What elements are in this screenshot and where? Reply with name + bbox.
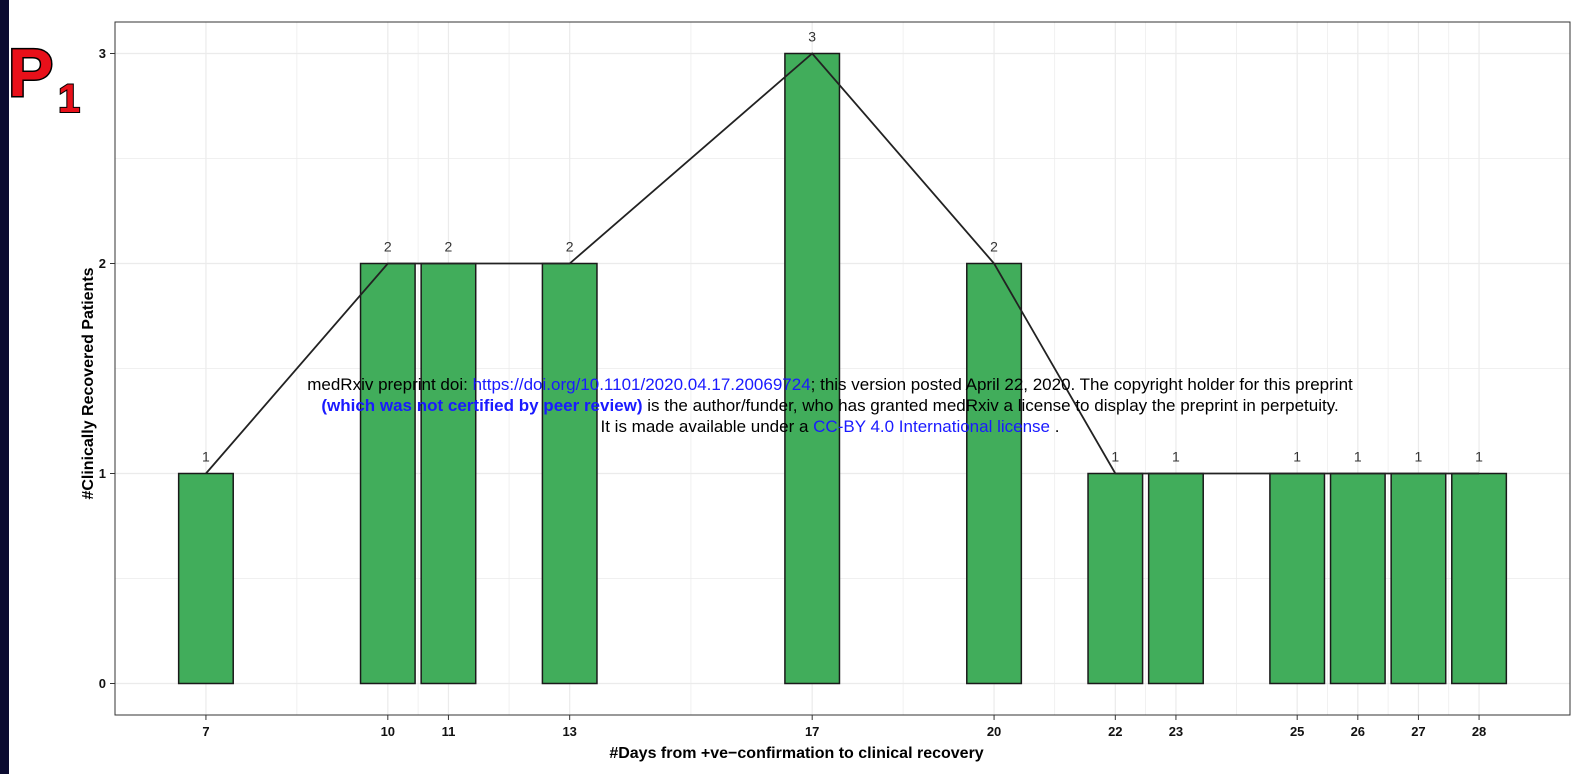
x-tick-label: 7 [202,724,209,739]
bar [1329,472,1386,685]
panel-label: P 1 [7,34,82,123]
bar [541,262,598,685]
doi-link[interactable]: https://doi.org/10.1101/2020.04.17.20069… [472,375,811,394]
y-tick-label: 2 [99,256,106,271]
data-labels: 1 2 2 2 3 2 1 1 1 1 1 1 [202,29,1483,465]
watermark-copyright-text: ; this version posted April 22, 2020. Th… [810,375,1353,394]
bar [359,262,416,685]
x-tick-label: 13 [562,724,576,739]
y-tick-label: 3 [99,46,106,61]
y-axis-ticks: 0 1 2 3 [99,46,115,691]
bar-value-label: 2 [445,239,453,255]
bar-value-label: 1 [1293,449,1301,465]
bars [177,52,1508,685]
bar-value-label: 1 [1172,449,1180,465]
x-tick-label: 11 [442,724,456,739]
watermark-available-text: It is made available under a [600,417,814,436]
bar [966,262,1023,685]
preprint-watermark: medRxiv preprint doi: https://doi.org/10… [115,374,1545,437]
bar [1451,472,1508,685]
x-tick-label: 22 [1108,724,1122,739]
watermark-license-text: is the author/funder, who has granted me… [642,396,1339,415]
bar [1147,472,1204,685]
x-tick-label: 20 [987,724,1001,739]
peer-review-link[interactable]: (which was not certified by peer review) [321,396,643,415]
bar-value-label: 2 [384,239,392,255]
bar-value-label: 1 [202,449,210,465]
license-link[interactable]: CC-BY 4.0 International license [813,417,1051,436]
watermark-line-2: (which was not certified by peer review)… [115,395,1545,416]
x-tick-label: 25 [1290,724,1304,739]
panel-letter: P [8,35,53,111]
y-tick-label: 0 [99,676,106,691]
trend-line [205,52,1480,475]
bar-value-label: 1 [1354,449,1362,465]
watermark-line-3: It is made available under a CC-BY 4.0 I… [115,416,1545,437]
bar-value-label: 1 [1415,449,1423,465]
panel-subscript: 1 [58,77,80,121]
x-tick-label: 27 [1411,724,1425,739]
bar [177,472,234,685]
y-tick-label: 1 [99,466,106,481]
bar-value-label: 3 [808,29,816,45]
bar [1087,472,1144,685]
x-tick-label: 10 [381,724,395,739]
bar [1269,472,1326,685]
bar-value-label: 1 [1111,449,1119,465]
watermark-doi-prefix: medRxiv preprint doi: [307,375,473,394]
watermark-line-1: medRxiv preprint doi: https://doi.org/10… [115,374,1545,395]
x-tick-label: 26 [1351,724,1365,739]
bar [784,52,841,685]
x-tick-label: 17 [805,724,819,739]
bar [1390,472,1447,685]
bar-value-label: 1 [1475,449,1483,465]
plot-panel-border [114,21,1571,716]
x-axis-ticks: 7 10 11 13 17 20 22 23 25 26 27 28 [202,715,1486,739]
x-tick-label: 28 [1472,724,1486,739]
bar-value-label: 2 [990,239,998,255]
x-axis-title: #Days from +ve−confirmation to clinical … [609,745,983,762]
bar [420,262,477,685]
y-axis-title: #Clinically Recovered Patients [80,267,97,499]
watermark-period: . [1050,417,1060,436]
x-tick-label: 23 [1169,724,1183,739]
bar-value-label: 2 [566,239,574,255]
left-border-strip [0,0,9,774]
